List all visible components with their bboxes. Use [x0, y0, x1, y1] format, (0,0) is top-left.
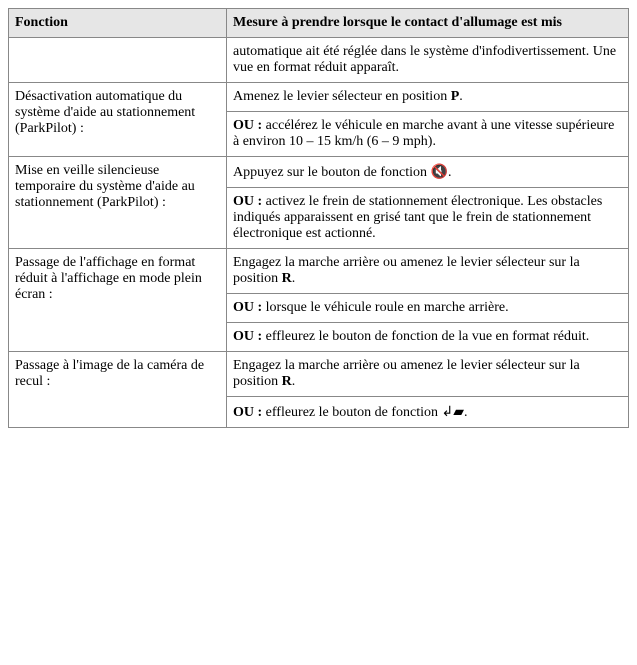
table-row: Passage de l'affichage en format réduit … [9, 249, 629, 294]
cell-or-parking-brake: OU : activez le frein de stationnement é… [227, 188, 629, 249]
mute-icon: 🔇 [431, 163, 448, 179]
table-header-row: Fonction Mesure à prendre lorsque le con… [9, 9, 629, 38]
text: . [448, 165, 452, 180]
bold-ou: OU : [233, 405, 262, 420]
cell-rear-camera: Passage à l'image de la caméra de recul … [9, 352, 227, 428]
table-row: Désactivation automatique du système d'a… [9, 83, 629, 112]
cell-deactivation-parkpilot: Désactivation automatique du système d'a… [9, 83, 227, 157]
cell-auto-info: automatique ait été réglée dans le systè… [227, 38, 629, 83]
text: . [292, 374, 296, 389]
bold-r: R [282, 271, 292, 286]
cell-or-touch-reduced-view: OU : effleurez le bouton de fonction de … [227, 323, 629, 352]
text: effleurez le bouton de fonction [262, 405, 441, 420]
bold-ou: OU : [233, 118, 262, 133]
bold-ou: OU : [233, 300, 262, 315]
cell-or-touch-camera-button: OU : effleurez le bouton de fonction ↲▰. [227, 397, 629, 428]
cell-display-fullscreen: Passage de l'affichage en format réduit … [9, 249, 227, 352]
cell-or-reverse-driving: OU : lorsque le véhicule roule en marche… [227, 294, 629, 323]
cell-silent-standby-parkpilot: Mise en veille silencieuse temporaire du… [9, 157, 227, 249]
header-mesure: Mesure à prendre lorsque le contact d'al… [227, 9, 629, 38]
bold-ou: OU : [233, 194, 262, 209]
text: activez le frein de stationnement électr… [233, 194, 602, 241]
bold-p: P [451, 89, 460, 104]
text: . [459, 89, 463, 104]
text: Appuyez sur le bouton de fonction [233, 165, 431, 180]
bold-r: R [282, 374, 292, 389]
header-fonction: Fonction [9, 9, 227, 38]
text: lorsque le véhicule roule en marche arri… [262, 300, 508, 315]
text: . [464, 405, 468, 420]
text: Amenez le levier sélecteur en position [233, 89, 451, 104]
table-row: Mise en veille silencieuse temporaire du… [9, 157, 629, 188]
table-row: Passage à l'image de la caméra de recul … [9, 352, 629, 397]
text: . [292, 271, 296, 286]
cell-empty [9, 38, 227, 83]
function-table: Fonction Mesure à prendre lorsque le con… [8, 8, 629, 428]
bold-ou: OU : [233, 329, 262, 344]
rear-camera-icon: ↲▰ [442, 403, 465, 419]
text: accélérez le véhicule en marche avant à … [233, 118, 614, 149]
cell-press-mute: Appuyez sur le bouton de fonction 🔇. [227, 157, 629, 188]
cell-select-p: Amenez le levier sélecteur en position P… [227, 83, 629, 112]
cell-engage-reverse: Engagez la marche arrière ou amenez le l… [227, 249, 629, 294]
cell-or-accelerate: OU : accélérez le véhicule en marche ava… [227, 112, 629, 157]
cell-engage-reverse-2: Engagez la marche arrière ou amenez le l… [227, 352, 629, 397]
table-row: automatique ait été réglée dans le systè… [9, 38, 629, 83]
text: effleurez le bouton de fonction de la vu… [262, 329, 589, 344]
